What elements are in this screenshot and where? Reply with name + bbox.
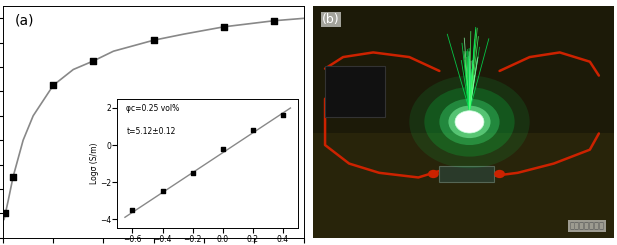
Circle shape — [428, 170, 439, 178]
Circle shape — [449, 106, 491, 138]
Bar — [439, 166, 494, 182]
Circle shape — [439, 99, 500, 145]
Point — [149, 38, 159, 42]
Circle shape — [409, 75, 529, 168]
Point — [269, 19, 279, 23]
Point — [219, 25, 229, 29]
Point — [0, 211, 10, 215]
Circle shape — [455, 111, 484, 133]
Text: (a): (a) — [15, 13, 35, 27]
Point — [8, 175, 18, 179]
Polygon shape — [313, 134, 614, 238]
Circle shape — [494, 170, 505, 178]
Point — [88, 59, 98, 63]
Bar — [325, 66, 385, 117]
Text: (b): (b) — [322, 13, 340, 26]
Text: 材料分析与应用: 材料分析与应用 — [570, 222, 605, 231]
Circle shape — [424, 87, 515, 157]
Point — [48, 83, 58, 87]
